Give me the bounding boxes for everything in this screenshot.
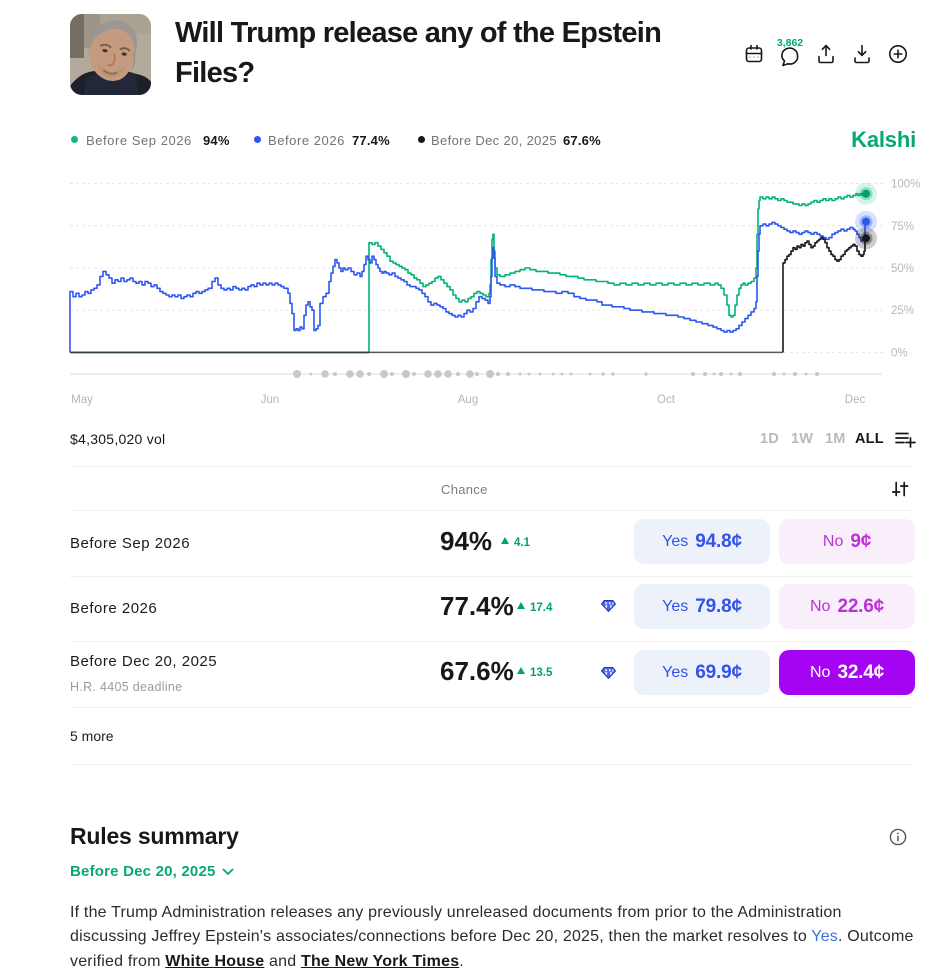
svg-text:Dec: Dec	[845, 394, 866, 406]
svg-text:25%: 25%	[891, 305, 914, 317]
svg-text:50%: 50%	[891, 263, 914, 275]
svg-text:Jun: Jun	[261, 394, 280, 406]
svg-text:Aug: Aug	[458, 394, 478, 406]
svg-text:100%: 100%	[891, 179, 920, 191]
svg-text:May: May	[71, 394, 93, 406]
svg-text:75%: 75%	[891, 221, 914, 233]
svg-text:0%: 0%	[891, 347, 908, 359]
svg-text:3,862: 3,862	[777, 37, 803, 49]
svg-text:Oct: Oct	[657, 394, 676, 406]
